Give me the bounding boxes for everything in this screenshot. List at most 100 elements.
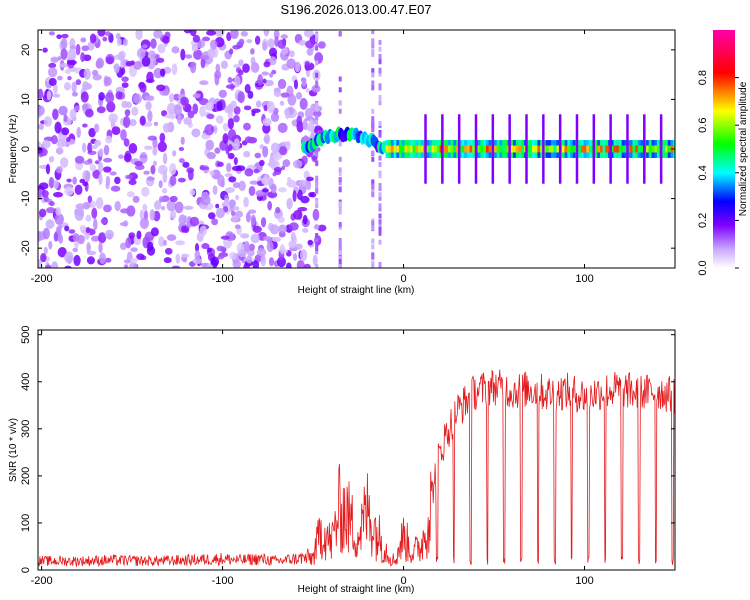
spectrogram-noise-cell (121, 76, 129, 82)
spectrogram-noise-cell (208, 48, 216, 59)
spectrogram-noise-cell (244, 83, 251, 94)
spectrogram-band-core (572, 145, 577, 153)
spectrogram-noise-cell (57, 75, 63, 81)
spectrogram-spike (575, 114, 579, 184)
spectrogram-noise-cell (226, 32, 232, 42)
spectrogram-noise-cell (220, 235, 230, 240)
spectrogram-noise-cell (123, 259, 131, 264)
spectrogram-noise-cell (278, 187, 287, 193)
spectrogram-noise-cell (57, 224, 63, 230)
spectrogram-band-core (580, 145, 585, 153)
spectrogram-noise-cell (267, 38, 275, 49)
spectrogram-band-core (483, 145, 488, 153)
spectrogram-noise-cell (98, 148, 104, 158)
spectrogram-noise-cell (233, 206, 240, 211)
spectrogram-noise-cell (187, 110, 195, 119)
spectrogram-noise-cell (189, 216, 200, 227)
colorbar-ticks: 0.0 0.2 0.4 0.6 0.8 (697, 70, 739, 276)
spectrogram-streak-cell (315, 179, 319, 185)
snr-x-tick-label: -100 (212, 575, 234, 587)
spectrogram-streak-cell (315, 119, 319, 125)
spectrogram-noise-cell (212, 185, 218, 195)
spectrogram-band-core (396, 145, 401, 153)
spectrogram-noise-cell (282, 159, 291, 167)
spectrogram-noise-cell (174, 201, 184, 214)
spectrogram-noise-cell (105, 175, 111, 186)
spectrogram-band-core (399, 145, 404, 153)
spectrogram-noise-cell (280, 92, 290, 98)
spectrogram-noise-cell (304, 61, 310, 72)
snr-y-tick-label: 400 (20, 373, 32, 391)
spectrogram-band-core (570, 145, 575, 153)
spectrogram-noise-cell (231, 165, 242, 172)
spectrogram-band-core (599, 145, 604, 153)
colorbar-tick-label: 0.2 (697, 213, 709, 228)
spectrogram-noise-cell (114, 200, 121, 212)
spectrogram-noise-cell (269, 56, 277, 66)
spectrogram-streak-cell (371, 48, 375, 54)
spectrogram-noise-cell (240, 233, 250, 239)
spectrogram-noise-cell (200, 194, 211, 206)
spectrogram-noise-cell (178, 146, 185, 152)
spectrogram-noise-cell (245, 212, 251, 223)
spectrogram-noise-cell (229, 252, 237, 260)
spectrogram-noise-cell (183, 205, 194, 210)
spectrogram-noise-cell (120, 208, 130, 214)
spectrogram-noise-cell (288, 50, 295, 58)
spectrogram-noise-cell (234, 194, 240, 200)
spectrogram-streak-cell (378, 173, 382, 179)
spectrogram-noise-cell (82, 181, 88, 187)
spectrogram-noise-cell (85, 226, 91, 234)
spectrogram-noise-cell (300, 195, 310, 204)
spectrogram-noise-cell (89, 33, 97, 44)
spectrogram-streak-cell (371, 51, 375, 57)
spectrogram-noise-cell (43, 195, 49, 203)
spectrogram-noise-cell (100, 218, 108, 225)
spectrogram-noise-cell (299, 98, 308, 110)
spectrogram-streak-cell (378, 170, 382, 176)
spectrogram-noise-cell (280, 34, 288, 39)
spectrogram-noise-cell (158, 236, 165, 248)
spectrogram-streak-cell (315, 115, 319, 121)
spectrogram-streak-cell (378, 213, 382, 219)
spectrogram-streak-cell (378, 46, 382, 52)
spectrogram-noise-cell (199, 80, 209, 86)
spectrogram-noise-cell (88, 127, 96, 138)
spectrogram-band-core (518, 145, 523, 153)
spectrogram-streak-cell (338, 222, 342, 228)
spectrogram-noise-cell (301, 77, 307, 87)
spectrogram-band-core (526, 145, 531, 153)
spectrogram-noise-cell (104, 229, 114, 240)
spectrogram-noise-cell (87, 195, 93, 204)
spectrogram-streak-cell (338, 209, 342, 215)
spectrogram-streak-cell (378, 121, 382, 127)
spectrogram-streak-cell (315, 33, 319, 39)
colorbar-tick-label: 0.4 (697, 165, 709, 180)
spectrogram-noise-cell (63, 82, 71, 91)
spectrogram-streak-cell (371, 220, 375, 226)
spectrogram-streak-cell (315, 106, 319, 112)
spectrogram-noise-cell (81, 103, 89, 111)
spectrogram-noise-cell (77, 207, 85, 218)
spectrogram-noise-cell (199, 105, 207, 117)
spectrogram-noise-cell (48, 240, 53, 250)
spectrogram-noise-cell (52, 93, 61, 98)
spectrogram-noise-cell (162, 239, 168, 246)
spectrogram-noise-cell (50, 135, 58, 145)
spectrogram-noise-cell (194, 250, 201, 261)
spectrogram-noise-cell (256, 248, 267, 257)
spectrogram-noise-cell (252, 225, 262, 233)
spectrogram-band-core (651, 145, 656, 153)
spectrogram-noise-cell (307, 239, 314, 246)
spectrogram-noise-cell (263, 104, 268, 112)
spectrogram-noise-cell (172, 150, 177, 157)
spectrogram-streak-cell (371, 108, 375, 114)
spectrogram-noise-cell (208, 212, 216, 220)
spectrogram-streak-cell (378, 195, 382, 201)
spectrogram-noise-cell (166, 200, 177, 212)
spectrogram-noise-cell (58, 234, 64, 244)
spectrogram-noise-cell (128, 262, 138, 268)
spectrogram-band-core (434, 145, 439, 153)
spectrogram-streak-cell (338, 238, 342, 244)
spectrogram-band-core (442, 145, 447, 153)
